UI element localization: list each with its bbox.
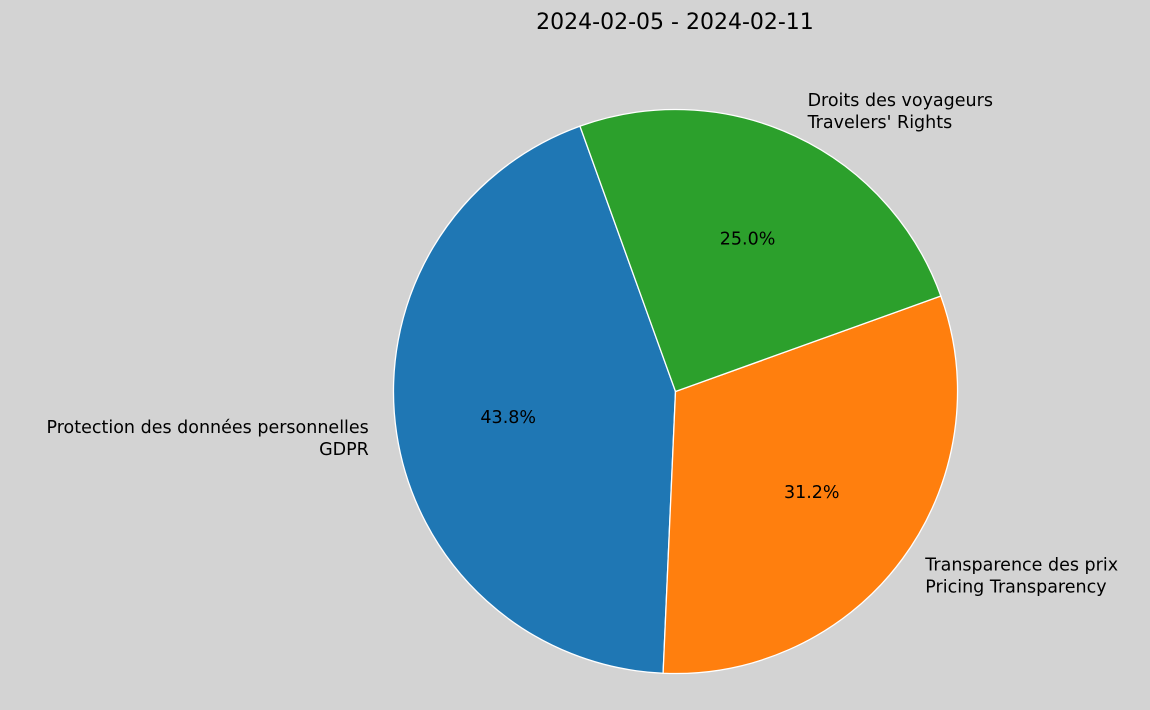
- category-label-gdpr: Protection des données personnelles GDPR: [46, 418, 368, 460]
- pct-label-travelers-rights: 25.0%: [720, 229, 776, 249]
- chart-title: 2024-02-05 - 2024-02-11: [536, 10, 814, 35]
- slice-gdpr: [392, 125, 677, 674]
- category-label-travelers-rights: Droits des voyageurs Travelers' Rights: [807, 91, 993, 133]
- category-label-pricing-transparency: Transparence des prix Pricing Transparenc…: [924, 555, 1118, 597]
- slice-labels: 43.8% Protection des données personnelles…: [46, 91, 1118, 598]
- pct-label-pricing-transparency: 31.2%: [784, 483, 840, 503]
- slice-travelers-rights: [579, 108, 942, 393]
- pct-label-gdpr: 43.8%: [480, 408, 536, 428]
- pie-slices: [392, 108, 959, 675]
- slice-pricing-transparency: [662, 295, 959, 675]
